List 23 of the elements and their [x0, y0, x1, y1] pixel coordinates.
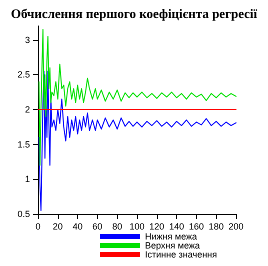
- y-tick-label: 0.5: [17, 209, 30, 219]
- y-tick-label: 2: [24, 104, 30, 115]
- chart-title: Обчислення першого коефіцієнта регресії: [10, 6, 258, 21]
- x-tick-label: 40: [72, 222, 83, 232]
- x-tick-label: 0: [35, 222, 41, 232]
- x-tick-label: 80: [112, 222, 122, 232]
- x-tick-label: 180: [208, 222, 224, 232]
- line-series: [38, 28, 236, 166]
- legend-label: Істинне значення: [145, 250, 218, 260]
- legend-label: Верхня межа: [145, 240, 200, 250]
- y-tick-label: 1: [24, 174, 30, 184]
- x-tick-label: 20: [52, 222, 63, 232]
- legend-label: Нижня межа: [145, 232, 198, 242]
- x-tick-label: 120: [149, 222, 164, 232]
- y-tick-label: 3: [24, 34, 30, 45]
- x-tick-label: 100: [129, 222, 145, 232]
- y-tick-label: 2.5: [17, 70, 30, 80]
- x-tick-label: 140: [169, 222, 184, 232]
- x-tick-label: 160: [188, 222, 204, 232]
- x-tick-label: 60: [92, 222, 102, 232]
- x-tick-label: 200: [228, 222, 244, 232]
- line-series: [38, 70, 236, 212]
- y-tick-label: 1.5: [17, 139, 30, 150]
